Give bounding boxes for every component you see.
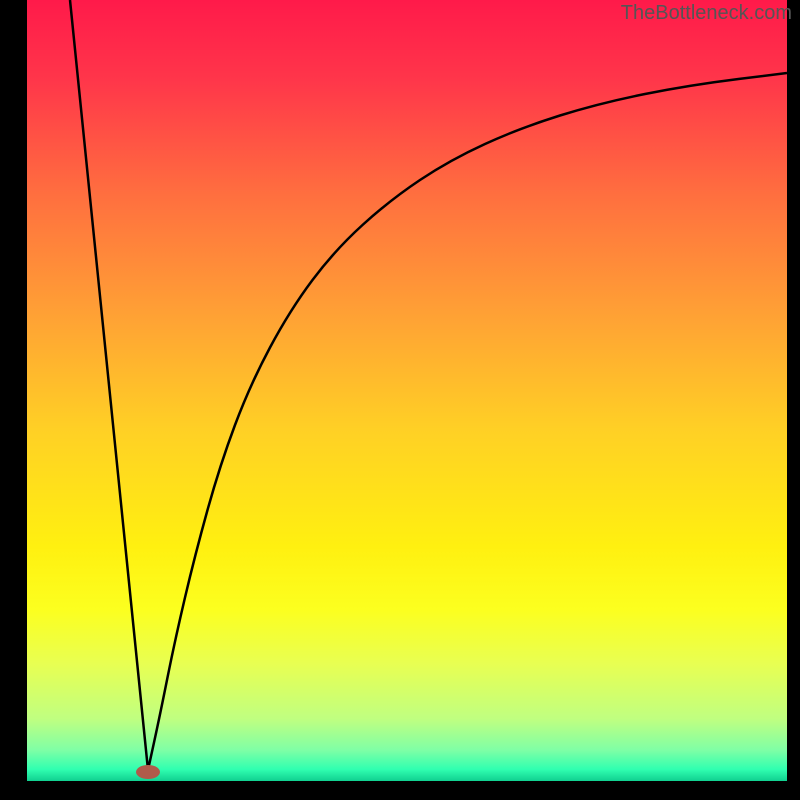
watermark-text: TheBottleneck.com (621, 2, 792, 25)
optimal-point-marker (136, 765, 160, 779)
bottleneck-curve (27, 0, 787, 781)
chart-plot-area (27, 0, 787, 781)
